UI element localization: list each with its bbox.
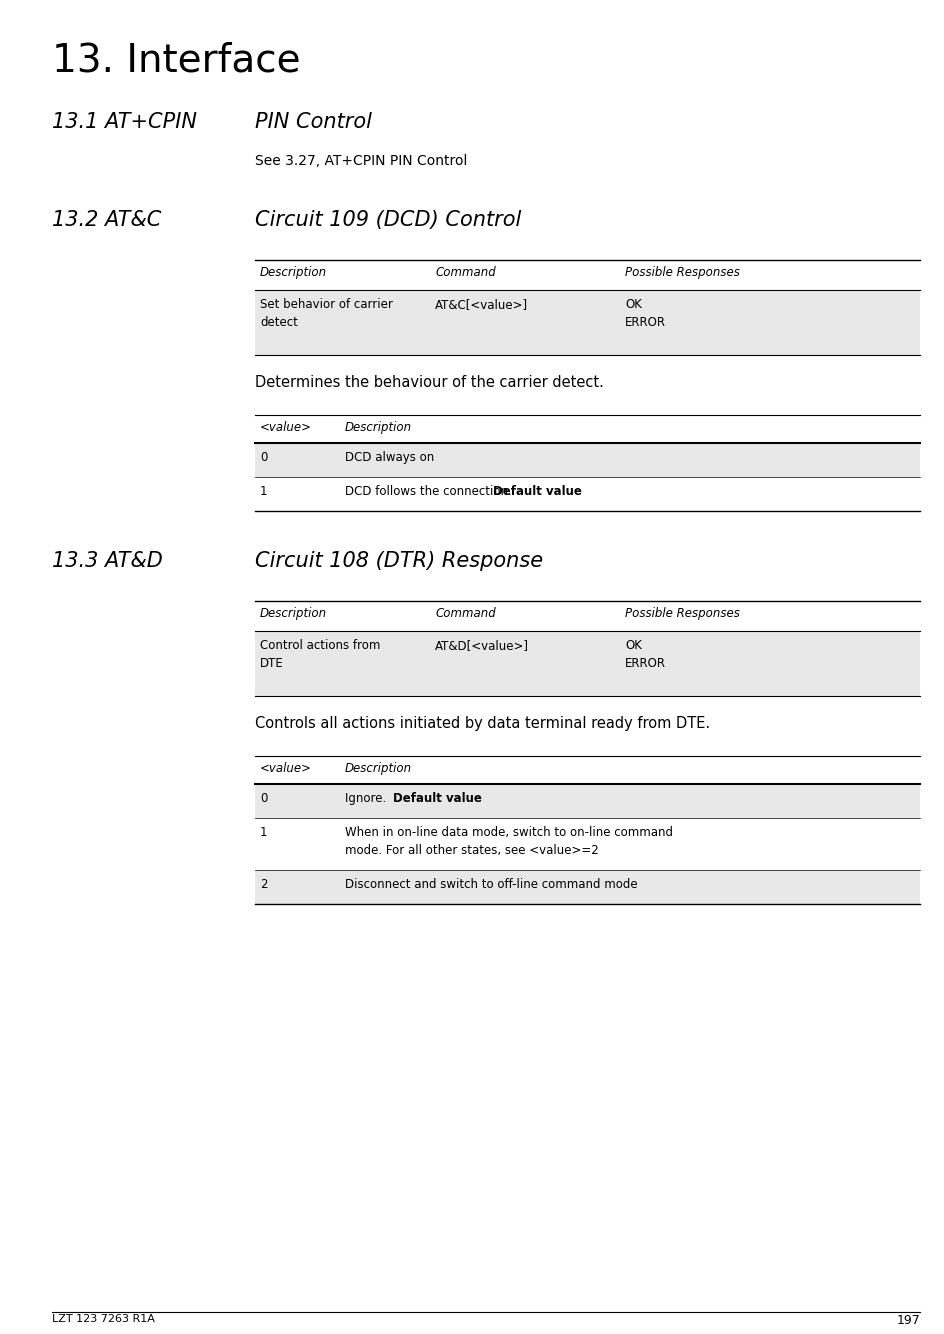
Bar [255,870,919,904]
Text: 13. Interface: 13. Interface [52,41,300,80]
Bar [255,631,919,696]
Text: Default value: Default value [493,486,582,498]
Text: Default value: Default value [393,792,481,804]
Text: When in on-line data mode, switch to on-line command
mode. For all other states,: When in on-line data mode, switch to on-… [345,826,672,856]
Text: 0: 0 [260,792,267,804]
Text: Circuit 108 (DTR) Response: Circuit 108 (DTR) Response [255,551,543,571]
Text: Ignore.: Ignore. [345,792,390,804]
Text: Command: Command [434,265,496,279]
Text: Description: Description [345,762,412,775]
Bar [255,784,919,818]
Text: Set behavior of carrier
detect: Set behavior of carrier detect [260,297,393,329]
Text: See 3.27, AT+CPIN PIN Control: See 3.27, AT+CPIN PIN Control [255,153,467,168]
Text: OK
ERROR: OK ERROR [624,297,666,329]
Text: Disconnect and switch to off-line command mode: Disconnect and switch to off-line comman… [345,878,637,891]
Text: Description: Description [260,265,327,279]
Text: 2: 2 [260,878,267,891]
Text: 13.1 AT+CPIN: 13.1 AT+CPIN [52,112,196,132]
Text: Description: Description [345,422,412,434]
Text: Description: Description [260,607,327,620]
Text: Determines the behaviour of the carrier detect.: Determines the behaviour of the carrier … [255,375,603,390]
Text: <value>: <value> [260,422,312,434]
Text: Possible Responses: Possible Responses [624,607,739,620]
Text: PIN Control: PIN Control [255,112,372,132]
Text: LZT 123 7263 R1A: LZT 123 7263 R1A [52,1314,155,1325]
Text: Circuit 109 (DCD) Control: Circuit 109 (DCD) Control [255,209,521,229]
Text: DCD always on: DCD always on [345,451,434,464]
Bar [255,289,919,355]
Text: AT&C[<value>]: AT&C[<value>] [434,297,528,311]
Bar [255,443,919,478]
Text: AT&D[<value>]: AT&D[<value>] [434,639,529,652]
Text: 197: 197 [895,1314,919,1327]
Text: <value>: <value> [260,762,312,775]
Text: 13.2 AT&C: 13.2 AT&C [52,209,161,229]
Text: Controls all actions initiated by data terminal ready from DTE.: Controls all actions initiated by data t… [255,716,709,731]
Text: Command: Command [434,607,496,620]
Text: 13.3 AT&D: 13.3 AT&D [52,551,162,571]
Text: DCD follows the connection.: DCD follows the connection. [345,486,515,498]
Text: 1: 1 [260,486,267,498]
Text: Control actions from
DTE: Control actions from DTE [260,639,380,670]
Text: 1: 1 [260,826,267,839]
Text: Possible Responses: Possible Responses [624,265,739,279]
Text: 0: 0 [260,451,267,464]
Text: OK
ERROR: OK ERROR [624,639,666,670]
